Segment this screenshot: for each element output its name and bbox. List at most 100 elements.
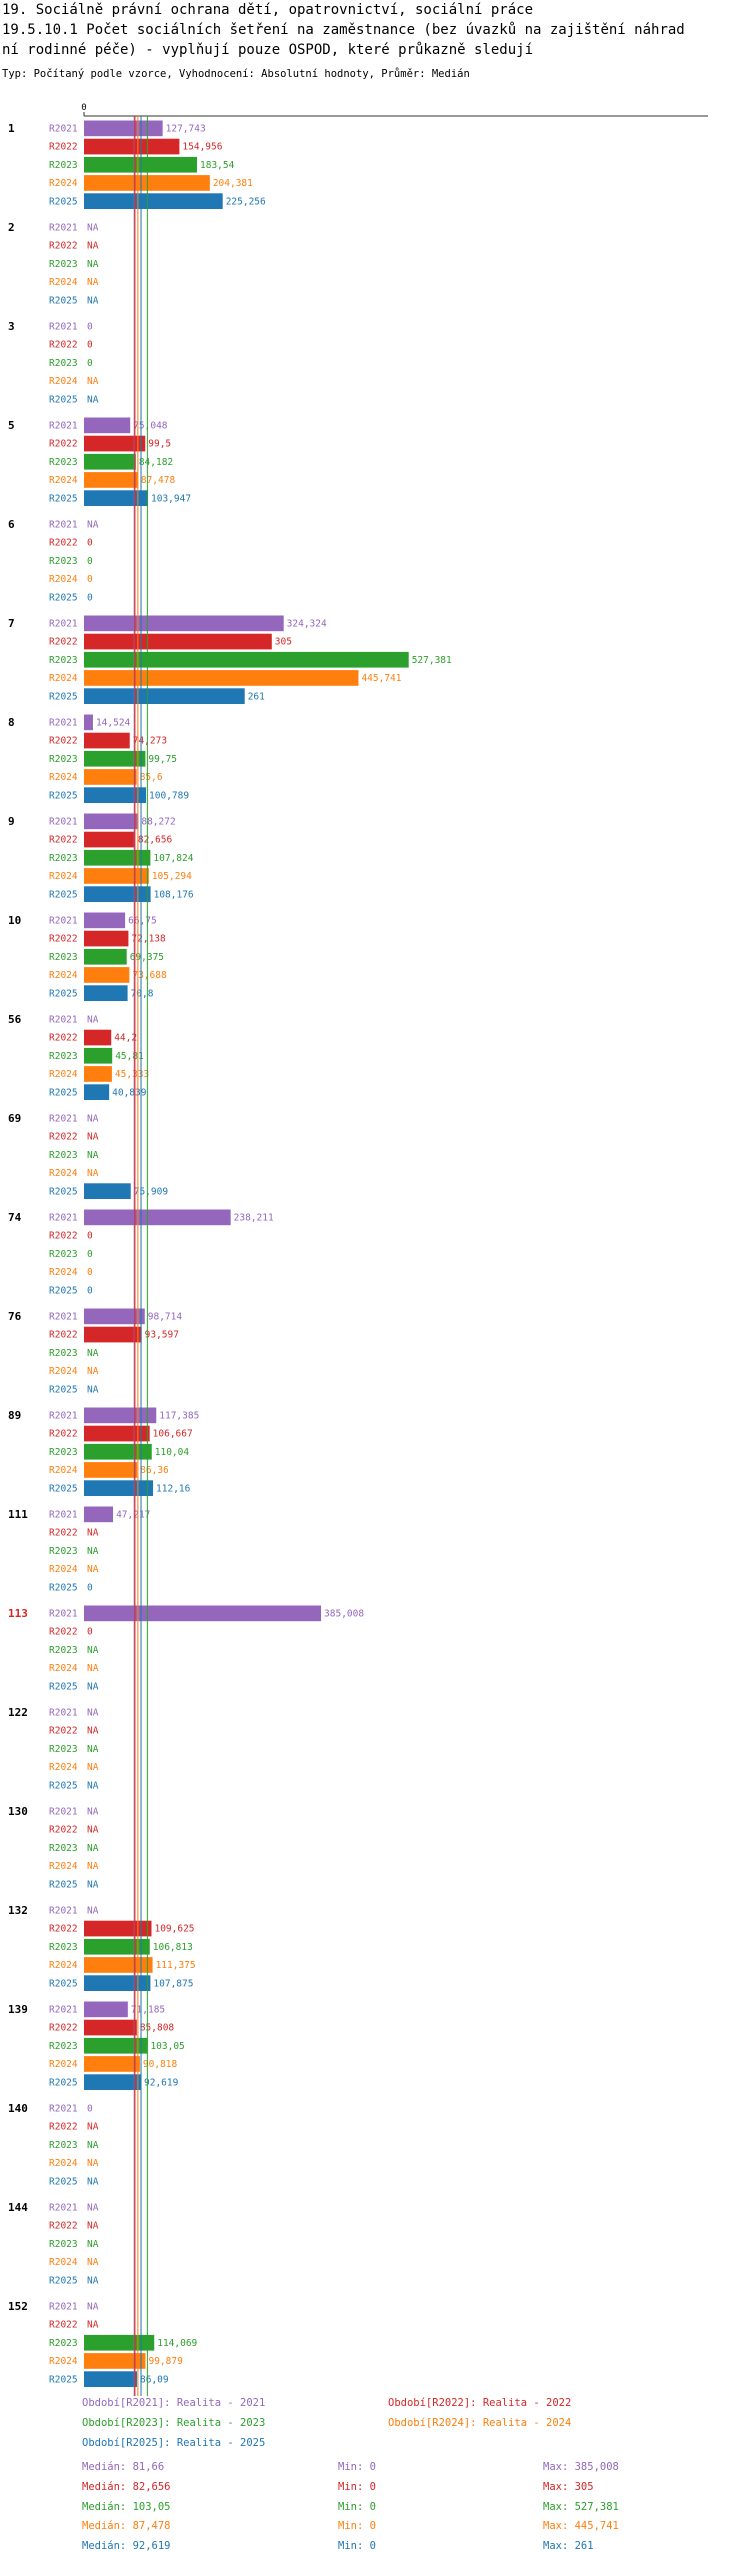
category-label: 111 [8,1508,28,1521]
data-label: 154,956 [182,142,222,153]
bar [84,193,223,209]
series-label: R2024 [49,475,78,486]
series-label: R2024 [49,2257,78,2268]
data-label: NA [87,1384,99,1395]
series-label: R2025 [49,592,78,603]
bar [84,1084,110,1100]
data-label: 14,524 [96,718,131,729]
stat-min: Min: 0 [338,2540,376,2552]
series-label: R2022 [49,1825,78,1836]
series-label: R2025 [49,1087,78,1098]
series-label: R2025 [49,1285,78,1296]
data-label: 75,909 [134,1186,169,1197]
data-label: 84,182 [139,457,173,468]
bar [84,2371,138,2387]
data-label: 0 [87,574,93,585]
series-label: R2021 [49,421,78,432]
series-label: R2024 [49,1663,78,1674]
category-label: 130 [8,1805,28,1818]
bar [84,435,146,452]
data-label: NA [87,295,99,306]
data-label: NA [87,1825,99,1836]
series-label: R2023 [49,1348,78,1359]
series-label: R2021 [49,322,78,333]
data-label: NA [87,259,99,270]
series-label: R2021 [49,223,78,234]
data-label: 70,8 [131,988,154,999]
stat-min: Min: 0 [338,2520,376,2533]
data-label: 47,217 [116,1510,150,1521]
bar [84,831,135,848]
bar [84,2353,146,2369]
series-label: R2025 [49,2374,78,2385]
data-label: NA [87,1546,99,1557]
series-label: R2023 [49,1744,78,1755]
data-label: NA [87,1681,99,1692]
data-label: 93,597 [145,1330,179,1341]
series-label: R2022 [49,142,78,153]
stat-max: Max: 385,008 [543,2461,619,2473]
legend-item: Období[R2022]: Realita - 2022 [388,2397,572,2409]
bar [84,138,180,155]
series-label: R2023 [49,853,78,864]
series-label: R2025 [49,889,78,900]
series-label: R2024 [49,2059,78,2070]
bar [84,1407,157,1424]
data-label: 445,741 [361,673,401,684]
data-label: 107,824 [153,853,193,864]
data-label: 204,381 [213,178,253,189]
data-label: 105,294 [152,871,192,882]
data-label: NA [87,1366,99,1377]
series-label: R2023 [49,655,78,666]
stat-max: Max: 445,741 [543,2520,619,2533]
data-label: 45,81 [115,1051,144,1062]
series-label: R2023 [49,1447,78,1458]
series-label: R2022 [49,439,78,450]
stat-median: Medián: 103,05 [82,2500,171,2513]
data-label: NA [87,1762,99,1773]
bar [84,490,149,506]
series-label: R2024 [49,1168,78,1179]
chart-title-line-3: ní rodinné péče) - vyplňují pouze OSPOD,… [2,42,534,58]
data-label: NA [87,2221,99,2232]
series-label: R2025 [49,2077,78,2088]
series-label: R2024 [49,2356,78,2367]
bar-chart: 0 1 R2021 127,743 R2022 154,956 R2023 183,54 R20… [8,103,708,2396]
series-label: R2025 [49,691,78,702]
data-label: 86,36 [140,1465,169,1476]
series-label: R2025 [49,1780,78,1791]
stat-median: Medián: 87,478 [82,2520,171,2533]
series-label: R2022 [49,2320,78,2331]
data-label: NA [87,2203,99,2214]
series-label: R2024 [49,376,78,387]
series-label: R2021 [49,124,78,135]
series-label: R2022 [49,1726,78,1737]
stat-max: Max: 305 [543,2480,594,2493]
series-label: R2022 [49,1132,78,1143]
series-label: R2024 [49,871,78,882]
x-axis-zero-label: 0 [81,103,86,113]
bar [84,1957,153,1973]
chart-subtitle: Typ: Počítaný podle vzorce, Vyhodnocení:… [2,68,470,80]
data-label: NA [87,1744,99,1755]
data-label: NA [87,2140,99,2151]
data-label: 99,879 [148,2356,183,2367]
data-label: 0 [87,538,93,549]
legend-item: Období[R2025]: Realita - 2025 [82,2437,266,2449]
bar [84,453,136,470]
series-label: R2025 [49,196,78,207]
stat-min: Min: 0 [338,2500,376,2513]
stat-median: Medián: 81,66 [82,2461,165,2473]
stat-median: Medián: 82,656 [82,2480,171,2493]
data-label: NA [87,394,99,405]
bar [84,615,284,632]
series-label: R2024 [49,970,78,981]
series-label: R2024 [49,1960,78,1971]
category-label: 2 [8,221,15,234]
series-label: R2024 [49,1762,78,1773]
bar [84,1047,113,1064]
chart-title-line-2: 19.5.10.1 Počet sociálních šetření na za… [2,22,685,38]
bar [84,787,147,803]
bar [84,1425,150,1442]
data-label: NA [87,2320,99,2331]
